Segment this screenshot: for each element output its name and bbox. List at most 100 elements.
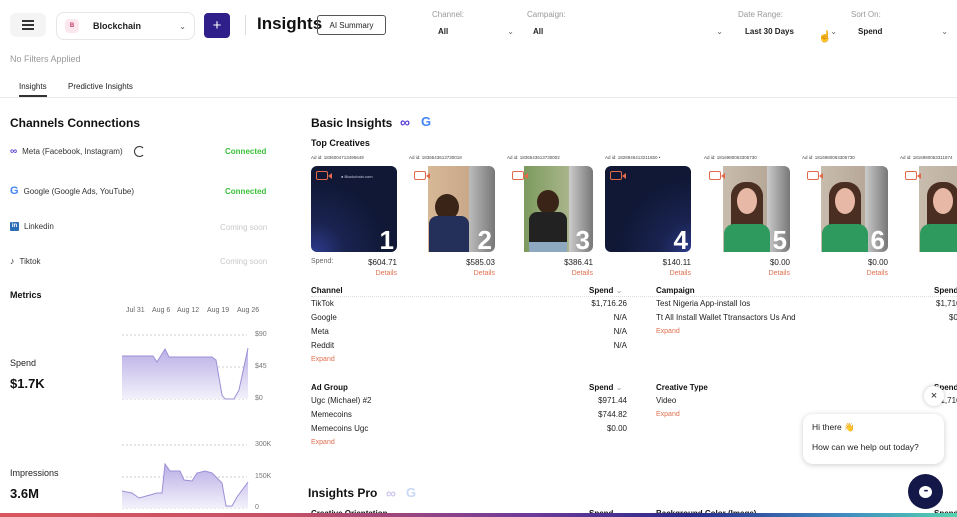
details-link[interactable]: Details: [669, 270, 691, 277]
ad-id: Ad id: 1836543613730002: [507, 155, 560, 160]
creative-thumbnail-face: [933, 188, 953, 214]
table-cell: N/A: [613, 327, 627, 336]
video-icon: [905, 171, 917, 180]
ai-summary-button[interactable]: AI Summary: [317, 15, 386, 35]
table-cell: $1,716.26: [591, 299, 627, 308]
menu-button[interactable]: [10, 13, 46, 37]
creative-rank: 1: [379, 225, 394, 252]
loading-spinner-icon: [133, 146, 145, 157]
video-icon: [807, 171, 819, 180]
sort-on-select[interactable]: Spend ⌄: [858, 27, 948, 36]
table-cell: N/A: [613, 341, 627, 350]
spend-sparkline-chart: [122, 334, 249, 400]
status-badge: Coming soon: [220, 223, 268, 232]
creative-type-spend-header[interactable]: Spend: [934, 383, 957, 392]
google-icon: G: [10, 185, 19, 197]
chat-greeting: Hi there 👋: [812, 422, 855, 432]
creative-thumbnail-face: [835, 188, 855, 214]
chat-close-button[interactable]: ×: [924, 386, 944, 406]
creative-rank: 5: [772, 225, 787, 252]
details-link[interactable]: Details: [571, 270, 593, 277]
creative-spend: $585.03: [466, 258, 495, 267]
ad-id: Ad id: 1836543613730018: [409, 155, 462, 160]
creative-spend: $140.11: [662, 258, 691, 267]
expand-link[interactable]: Expand: [311, 439, 335, 446]
details-link[interactable]: Details: [375, 270, 397, 277]
details-link[interactable]: Details: [866, 270, 888, 277]
y-tick: $90: [255, 331, 267, 338]
tab-bar: Insights Predictive Insights: [0, 78, 957, 98]
expand-link[interactable]: Expand: [656, 328, 680, 335]
x-tick: Aug 19: [207, 307, 230, 314]
x-tick: Aug 6: [152, 307, 171, 314]
expand-link[interactable]: Expand: [311, 356, 335, 363]
channel-name: Linkedin: [24, 222, 54, 231]
video-icon: [512, 171, 524, 180]
date-range-label: Date Range:: [738, 10, 783, 19]
creative-card[interactable]: ● Blockchain.com 1: [311, 166, 397, 252]
table-row: Memecoins: [311, 410, 352, 419]
channel-filter-select[interactable]: All ⌄: [438, 27, 514, 36]
creative-thumbnail-body: [724, 224, 770, 252]
date-range-select[interactable]: Last 30 Days ⌄: [745, 27, 837, 36]
workspace-selector[interactable]: B Blockchain ⌄: [56, 12, 195, 40]
video-icon: [316, 171, 328, 180]
x-tick: Aug 12: [177, 307, 200, 314]
channel-row-linkedin: in Linkedin: [10, 222, 54, 231]
creative-type-table-header: Creative Type: [656, 383, 708, 392]
chat-prompt: How can we help out today?: [812, 442, 919, 452]
channel-spend-sort[interactable]: Spend ⌄: [589, 286, 622, 295]
campaign-table-header: Campaign: [656, 286, 695, 295]
campaign-filter-select[interactable]: All ⌄: [533, 27, 723, 36]
expand-link[interactable]: Expand: [656, 411, 680, 418]
creative-card[interactable]: 6: [802, 166, 888, 252]
insights-pro-title: Insights Pro: [308, 486, 378, 500]
creative-card[interactable]: 3: [507, 166, 593, 252]
ad-id: Ad id: 1836004713495649: [311, 155, 364, 160]
channel-table-header: Channel: [311, 286, 343, 295]
google-icon: G: [421, 114, 432, 129]
status-badge: Connected: [225, 187, 267, 196]
tab-predictive-insights[interactable]: Predictive Insights: [68, 82, 133, 91]
table-row: Ugc (Michael) #2: [311, 396, 372, 405]
chat-greeting-bubble[interactable]: Hi there 👋 How can we help out today?: [803, 414, 944, 464]
channel-filter-value: All: [438, 27, 449, 36]
adgroup-spend-sort[interactable]: Spend ⌄: [589, 383, 622, 392]
channel-name: Google (Google Ads, YouTube): [23, 186, 135, 196]
tab-insights[interactable]: Insights: [19, 82, 47, 97]
chevron-down-icon: ⌄: [615, 383, 623, 392]
status-badge: Coming soon: [220, 257, 268, 266]
page-title: Insights: [257, 14, 323, 33]
creative-rank: 6: [870, 225, 885, 252]
creative-card[interactable]: [900, 166, 957, 252]
creative-brand-text: ● Blockchain.com: [341, 174, 373, 179]
creative-card[interactable]: 5: [704, 166, 790, 252]
chat-launcher-button[interactable]: •••: [908, 474, 943, 509]
table-row: Memecoins Ugc: [311, 424, 369, 433]
table-row: Video: [656, 396, 677, 405]
details-link[interactable]: Details: [473, 270, 495, 277]
creative-thumbnail: [435, 194, 459, 220]
add-button[interactable]: +: [204, 13, 230, 38]
spend-metric-value: $1.7K: [10, 376, 45, 391]
video-icon: [709, 171, 721, 180]
creative-card[interactable]: 2: [409, 166, 495, 252]
ad-id: Ad id: 1816980063305730: [704, 155, 757, 160]
creative-thumbnail-body: [920, 224, 957, 252]
creative-spend: $0.00: [867, 258, 888, 267]
creative-thumbnail-body: [529, 212, 567, 244]
metrics-title: Metrics: [10, 290, 42, 300]
google-icon: G: [406, 485, 417, 500]
creative-rank: 4: [673, 225, 688, 252]
creative-card[interactable]: 4: [605, 166, 691, 252]
chat-icon: •••: [919, 485, 932, 498]
campaign-spend-header[interactable]: Spend: [934, 286, 957, 295]
chevron-down-icon: ⌄: [615, 286, 623, 295]
details-link[interactable]: Details: [768, 270, 790, 277]
chevron-down-icon: ⌄: [507, 27, 514, 36]
top-creatives-title: Top Creatives: [311, 138, 370, 148]
table-cell: $1,716: [936, 299, 957, 308]
meta-icon: ∞: [386, 485, 396, 501]
table-row: Test Nigeria App-install Ios: [656, 299, 751, 308]
no-filters-text: No Filters Applied: [10, 54, 81, 64]
